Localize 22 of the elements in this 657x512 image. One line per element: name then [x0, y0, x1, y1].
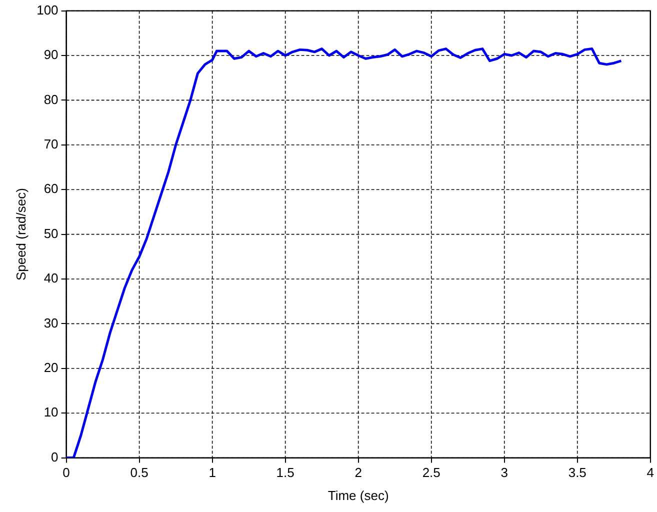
x-tick-label: 2	[354, 465, 362, 480]
x-tick-label: 2.5	[422, 465, 440, 480]
y-tick-label: 70	[44, 136, 58, 152]
y-tick-label: 10	[44, 404, 58, 420]
y-tick-label: 80	[44, 92, 58, 107]
x-tick-label: 4	[646, 465, 654, 480]
x-tick-label: 0	[62, 465, 70, 480]
x-tick-label: 3	[500, 465, 508, 480]
x-axis-title: Time (sec)	[328, 488, 389, 503]
y-tick-label: 20	[44, 360, 58, 375]
y-tick-label: 100	[36, 2, 58, 18]
y-tick-label: 0	[51, 449, 58, 464]
y-tick-label: 90	[44, 47, 58, 62]
x-tick-label: 0.5	[130, 465, 148, 480]
y-tick-label: 30	[44, 315, 58, 330]
y-tick-label: 60	[44, 181, 58, 196]
y-tick-label: 40	[44, 270, 58, 286]
y-tick-label: 50	[44, 226, 58, 241]
y-axis-title: Speed (rad/sec)	[13, 188, 28, 281]
x-tick-label: 3.5	[568, 465, 586, 480]
x-tick-label: 1.5	[276, 465, 294, 480]
x-tick-label: 1	[208, 465, 216, 480]
